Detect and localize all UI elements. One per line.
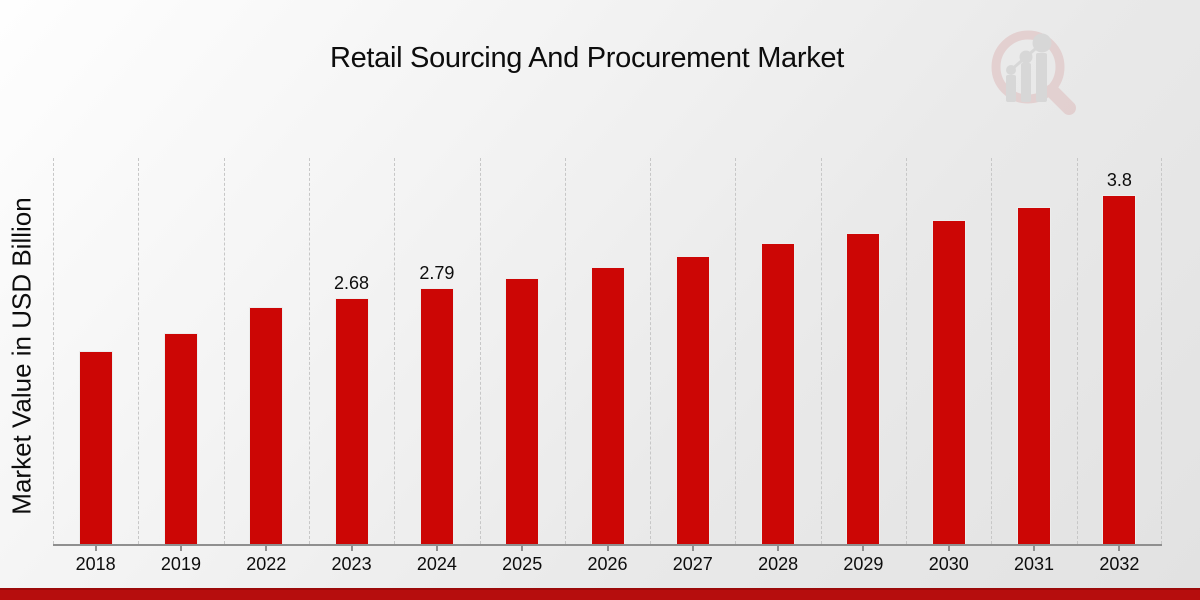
magnifier-handle-icon xyxy=(1045,84,1076,115)
bar-2030 xyxy=(931,219,966,544)
x-axis: 2018 2019 2022 2023 2024 2025 2026 2027 2028 2029… xyxy=(53,546,1162,588)
magnifier-bar-chart-logo-watermark xyxy=(991,30,1076,115)
bar-2031 xyxy=(1017,206,1052,544)
x-tick xyxy=(947,546,950,551)
bar-2027 xyxy=(675,256,710,544)
bar-2032 xyxy=(1102,194,1137,544)
gridline xyxy=(991,158,992,544)
x-tick-label: 2025 xyxy=(502,554,543,574)
logo-trend-dot-icon xyxy=(1019,50,1033,64)
gridline xyxy=(1161,158,1162,544)
x-tick xyxy=(606,546,609,551)
bar-2029 xyxy=(846,233,881,544)
logo-bar-icon xyxy=(1036,53,1047,102)
gridline xyxy=(309,158,310,544)
x-tick xyxy=(777,546,780,551)
bar-2018 xyxy=(78,351,113,544)
logo-trend-dot-icon xyxy=(1006,65,1016,75)
gridline xyxy=(480,158,481,544)
x-tick-label: 2026 xyxy=(587,554,628,574)
gridline xyxy=(735,158,736,544)
logo-bar-icon xyxy=(1006,75,1016,102)
logo-bar-icon xyxy=(1021,63,1031,102)
plot-area: 2.68 2.79 3.8 xyxy=(53,158,1162,546)
x-tick-label: 2031 xyxy=(1014,554,1055,574)
bar-2024 xyxy=(419,287,454,544)
bar-value-label: 2.79 xyxy=(419,262,455,283)
x-tick-label: 2018 xyxy=(75,554,116,574)
x-tick xyxy=(350,546,353,551)
y-axis-label: Market Value in USD Billion xyxy=(6,197,37,515)
x-tick xyxy=(1118,546,1121,551)
bar-value-label: 3.8 xyxy=(1106,169,1132,190)
x-tick-label: 2030 xyxy=(928,554,969,574)
x-tick-label: 2032 xyxy=(1099,554,1140,574)
gridline xyxy=(138,158,139,544)
x-tick-label: 2029 xyxy=(843,554,884,574)
logo-trend-dot-icon xyxy=(1032,33,1052,53)
x-tick xyxy=(179,546,182,551)
gridline xyxy=(224,158,225,544)
x-tick xyxy=(94,546,97,551)
bar-2025 xyxy=(505,278,540,544)
gridline xyxy=(394,158,395,544)
x-tick-label: 2019 xyxy=(160,554,201,574)
gridline xyxy=(53,158,54,544)
x-tick-label: 2022 xyxy=(246,554,287,574)
bar-2019 xyxy=(163,332,198,544)
bar-2026 xyxy=(590,267,625,544)
x-tick-label: 2024 xyxy=(416,554,457,574)
gridline xyxy=(906,158,907,544)
gridline xyxy=(650,158,651,544)
x-tick xyxy=(691,546,694,551)
bar-2023 xyxy=(334,297,369,544)
x-tick-label: 2023 xyxy=(331,554,372,574)
x-tick xyxy=(265,546,268,551)
chart-title: Retail Sourcing And Procurement Market xyxy=(329,42,845,74)
gridline xyxy=(821,158,822,544)
x-tick xyxy=(521,546,524,551)
x-tick-label: 2028 xyxy=(758,554,799,574)
footer-accent-bar xyxy=(0,588,1200,600)
x-tick-label: 2027 xyxy=(672,554,713,574)
bar-2028 xyxy=(761,242,796,544)
x-tick xyxy=(1033,546,1036,551)
x-tick xyxy=(435,546,438,551)
x-tick xyxy=(862,546,865,551)
bar-value-label: 2.68 xyxy=(334,272,370,293)
gridline xyxy=(1077,158,1078,544)
gridline xyxy=(565,158,566,544)
bar-2022 xyxy=(249,306,284,544)
